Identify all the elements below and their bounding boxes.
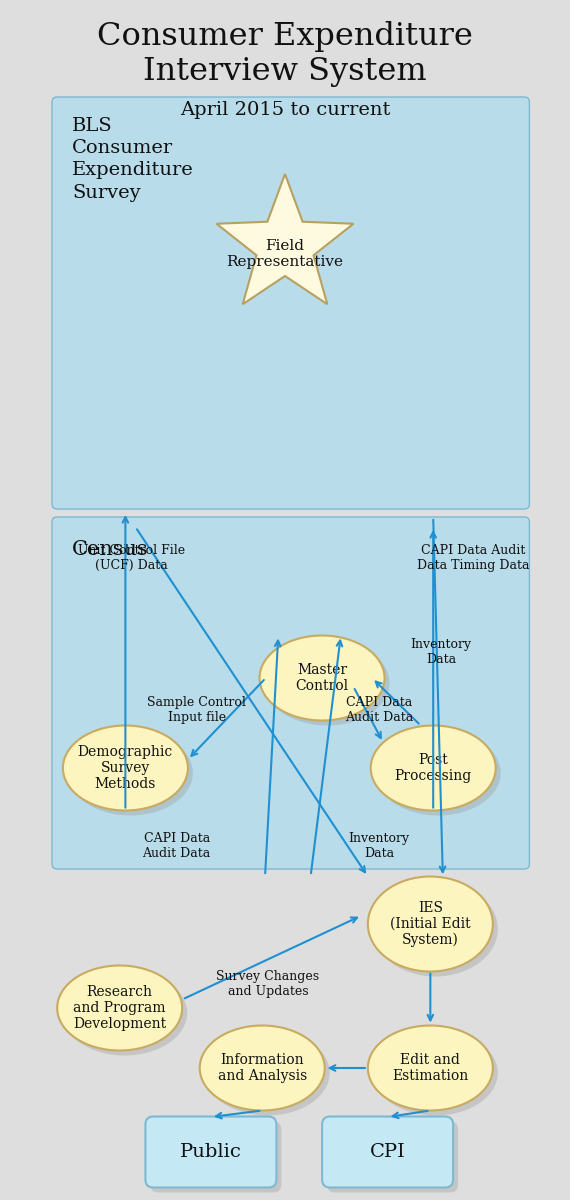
Text: Unit Control File
(UCF) Data: Unit Control File (UCF) Data xyxy=(78,544,185,572)
Text: Post
Processing: Post Processing xyxy=(394,752,472,784)
FancyBboxPatch shape xyxy=(150,1122,282,1193)
Ellipse shape xyxy=(368,876,493,972)
FancyBboxPatch shape xyxy=(52,517,530,869)
Text: CAPI Data Audit
Data Timing Data: CAPI Data Audit Data Timing Data xyxy=(417,544,530,572)
Ellipse shape xyxy=(373,882,498,977)
Text: CPI: CPI xyxy=(370,1142,405,1160)
Ellipse shape xyxy=(376,731,500,816)
Ellipse shape xyxy=(373,1031,498,1116)
FancyBboxPatch shape xyxy=(52,97,530,509)
Text: BLS
Consumer
Expenditure
Survey: BLS Consumer Expenditure Survey xyxy=(72,116,194,202)
Ellipse shape xyxy=(370,726,496,810)
Ellipse shape xyxy=(57,966,182,1050)
Text: Census: Census xyxy=(72,540,149,559)
Ellipse shape xyxy=(205,1031,329,1116)
Text: Consumer Expenditure
Interview System: Consumer Expenditure Interview System xyxy=(97,20,473,88)
Text: Master
Control: Master Control xyxy=(295,662,349,694)
Ellipse shape xyxy=(259,636,385,720)
Text: Survey Changes
and Updates: Survey Changes and Updates xyxy=(217,970,319,998)
Ellipse shape xyxy=(264,641,389,726)
Text: Inventory
Data: Inventory Data xyxy=(348,832,410,860)
Ellipse shape xyxy=(68,731,193,816)
Text: Research
and Program
Development: Research and Program Development xyxy=(73,985,166,1031)
Text: April 2015 to current: April 2015 to current xyxy=(180,101,390,119)
Ellipse shape xyxy=(368,1026,493,1110)
FancyBboxPatch shape xyxy=(327,1122,458,1193)
Text: Field
Representative: Field Representative xyxy=(226,239,344,269)
Text: Public: Public xyxy=(180,1142,242,1160)
Polygon shape xyxy=(217,174,353,305)
FancyBboxPatch shape xyxy=(322,1116,453,1188)
FancyBboxPatch shape xyxy=(145,1116,276,1188)
Text: Demographic
Survey
Methods: Demographic Survey Methods xyxy=(78,745,173,791)
Text: Inventory
Data: Inventory Data xyxy=(410,637,471,666)
Text: CAPI Data
Audit Data: CAPI Data Audit Data xyxy=(142,832,211,860)
Ellipse shape xyxy=(200,1026,325,1110)
Ellipse shape xyxy=(62,971,187,1056)
Ellipse shape xyxy=(63,726,188,810)
Text: Information
and Analysis: Information and Analysis xyxy=(218,1052,307,1084)
Text: Edit and
Estimation: Edit and Estimation xyxy=(392,1052,469,1084)
Text: IES
(Initial Edit
System): IES (Initial Edit System) xyxy=(390,900,471,948)
Text: CAPI Data
Audit Data: CAPI Data Audit Data xyxy=(345,696,413,725)
Text: Sample Control
Input file: Sample Control Input file xyxy=(147,696,246,725)
